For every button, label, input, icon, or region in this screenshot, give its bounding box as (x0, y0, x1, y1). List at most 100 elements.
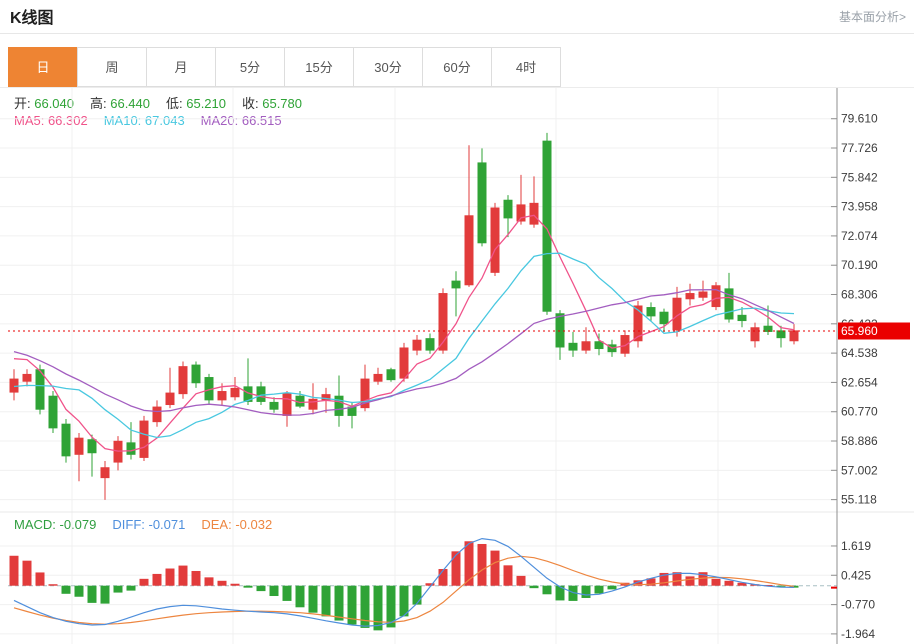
macd-bar (685, 576, 695, 586)
macd-bar (269, 585, 279, 597)
ma_row-label: MA5: (14, 113, 45, 128)
tab-60min[interactable]: 60分 (422, 47, 492, 87)
macd_row-item: DIFF: -0.071 (112, 517, 185, 532)
ma_row-item: MA10: 67.043 (104, 113, 185, 128)
tab-day[interactable]: 日 (8, 47, 78, 87)
candle-body (399, 347, 409, 379)
macd-bar (178, 565, 188, 586)
macd-bar (399, 585, 409, 617)
header-divider (0, 33, 914, 34)
macd-bar (243, 585, 253, 588)
macd-bar (659, 572, 669, 586)
macd-bar (412, 585, 422, 605)
ohlc_row-label: 收: (242, 96, 259, 111)
candle-body (386, 369, 396, 381)
macd-bar (230, 583, 240, 586)
candle-body (61, 423, 71, 457)
current-price-badge-label: 65.960 (841, 324, 878, 338)
candle-body (737, 314, 747, 322)
candle-body (672, 297, 682, 331)
macd-axis-label: 0.425 (841, 568, 871, 582)
macd-bar (282, 585, 292, 601)
price-axis-label: 75.842 (841, 170, 878, 184)
ma10-line (13, 252, 795, 439)
macd-axis-label: 1.619 (841, 539, 871, 553)
macd-bar (542, 585, 552, 595)
candle-body (282, 392, 292, 416)
ma_row-value: 67.043 (141, 113, 185, 128)
macd-bar (217, 580, 227, 586)
candle-body (178, 366, 188, 395)
ohlc_row-label: 低: (166, 96, 183, 111)
tab-5min[interactable]: 5分 (215, 47, 285, 87)
macd-bar (503, 565, 513, 586)
macd-axis-label: -0.770 (841, 598, 875, 612)
macd-bar (74, 585, 84, 597)
candle-body (139, 420, 149, 458)
kline-chart-canvas[interactable]: 79.610 77.726 75.842 73.958 72.074 70.190 68.3… (0, 88, 914, 644)
ohlc_row-value: 65.780 (258, 96, 302, 111)
macd_row-value: -0.079 (55, 517, 97, 532)
candle-body (568, 342, 578, 351)
tab-15min[interactable]: 15分 (284, 47, 354, 87)
ma-readout: MA5: 66.302 MA10: 67.043 MA20: 66.515 (14, 113, 298, 128)
macd_row-value: -0.071 (144, 517, 186, 532)
candle-body (620, 335, 630, 354)
tab-month[interactable]: 月 (146, 47, 216, 87)
macd-bar (633, 580, 643, 586)
candle-body (516, 204, 526, 222)
macd-bar (490, 550, 500, 586)
candle-body (152, 406, 162, 423)
page-title: K线图 (10, 10, 54, 27)
macd-bar (451, 551, 461, 586)
macd-bar (555, 585, 565, 601)
candle-body (308, 398, 318, 410)
candle-body (594, 341, 604, 350)
fundamental-analysis-link[interactable]: 基本面分析> (838, 10, 906, 24)
macd_row-item: MACD: -0.079 (14, 517, 96, 532)
price-axis-label: 62.654 (841, 375, 878, 389)
ohlc_row-item: 开: 66.040 (14, 96, 74, 111)
candle-body (477, 162, 487, 244)
candle-body (321, 394, 331, 401)
period-tabs: 日周月 5分 15分 30分 60分 4时 (8, 47, 561, 87)
macd-bar (321, 585, 331, 617)
candle-body (711, 285, 721, 308)
macd-bar (438, 569, 448, 586)
candle-body (35, 369, 45, 410)
ma_row-label: MA20: (200, 113, 239, 128)
candle-body (100, 467, 110, 479)
candle-body (659, 311, 669, 325)
macd-bar (672, 572, 682, 586)
tab-week[interactable]: 周 (77, 47, 147, 87)
macd_row-label: MACD: (14, 517, 56, 532)
candle-body (529, 202, 539, 225)
tab-4hour[interactable]: 4时 (491, 47, 561, 87)
ohlc-readout: 开: 66.040 高: 66.440 低: 65.210 收: 65.780 (14, 93, 318, 112)
ma_row-value: 66.302 (44, 113, 88, 128)
tab-30min[interactable]: 30分 (353, 47, 423, 87)
candle-body (256, 386, 266, 402)
candle-body (451, 280, 461, 289)
ma_row-value: 66.515 (238, 113, 282, 128)
candle-body (360, 378, 370, 409)
macd-bar (113, 585, 123, 593)
macd-bar (594, 585, 604, 594)
candle-body (581, 341, 591, 351)
price-axis-label: 58.886 (841, 434, 878, 448)
candle-body (685, 293, 695, 300)
macd-bar (22, 560, 32, 586)
macd-bar (61, 585, 71, 594)
macd-bar (295, 585, 305, 608)
candle-body (204, 377, 214, 401)
price-axis-label: 79.610 (841, 112, 878, 126)
price-axis-label: 73.958 (841, 200, 878, 214)
dea-line (13, 555, 795, 625)
candle-body (464, 215, 474, 286)
ma_row-item: MA5: 66.302 (14, 113, 88, 128)
candle-body (646, 307, 656, 317)
diff-line (13, 537, 795, 627)
candle-body (295, 395, 305, 407)
macd-bar (204, 577, 214, 586)
